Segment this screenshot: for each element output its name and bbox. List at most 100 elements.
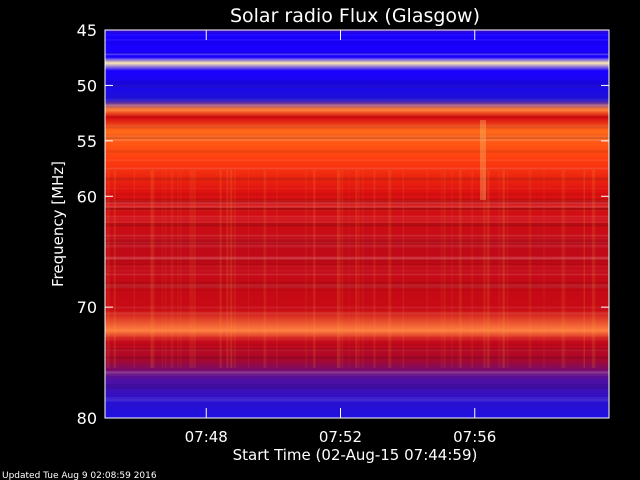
spectrogram-burst bbox=[172, 170, 174, 368]
spectrogram-striation bbox=[105, 124, 609, 128]
spectrogram-striation bbox=[105, 167, 609, 170]
spectrogram-burst bbox=[373, 170, 376, 368]
y-tick-label: 50 bbox=[77, 76, 97, 95]
spectrogram-burst bbox=[561, 170, 564, 368]
spectrogram-striation bbox=[105, 263, 609, 265]
spectrogram-burst bbox=[426, 170, 429, 368]
spectrogram-striation bbox=[105, 244, 609, 246]
spectrogram-striation bbox=[105, 126, 609, 129]
spectrogram-striation bbox=[105, 271, 609, 273]
y-tick-label: 70 bbox=[77, 298, 97, 317]
spectrogram-burst bbox=[339, 170, 341, 368]
spectrogram-burst bbox=[506, 170, 509, 368]
spectrogram-striation bbox=[105, 284, 609, 286]
spectrogram-burst bbox=[451, 170, 454, 368]
spectrogram-burst bbox=[263, 170, 267, 368]
spectrogram-striation bbox=[105, 260, 609, 262]
spectrogram-striation bbox=[105, 135, 609, 139]
spectrogram-burst bbox=[276, 170, 278, 368]
spectrogram-burst bbox=[498, 170, 501, 368]
spectrogram-striation bbox=[105, 284, 609, 288]
spectrogram-burst bbox=[480, 120, 486, 200]
spectrogram-burst bbox=[483, 170, 486, 368]
spectrogram-burst bbox=[151, 170, 154, 368]
spectrogram-striation bbox=[105, 177, 609, 181]
spectrogram-striation bbox=[105, 306, 609, 309]
spectrogram-burst bbox=[304, 170, 308, 368]
spectrogram-burst bbox=[150, 170, 153, 368]
spectrogram-burst bbox=[501, 170, 505, 368]
spectrogram-burst bbox=[233, 170, 237, 368]
spectrogram-burst bbox=[150, 170, 152, 368]
plot-frame bbox=[104, 29, 610, 419]
spectrogram-striation bbox=[105, 237, 609, 240]
spectrogram-burst bbox=[170, 170, 173, 368]
spectrogram-burst bbox=[471, 170, 474, 368]
spectrogram-burst bbox=[443, 170, 446, 368]
spectrogram-striation bbox=[105, 104, 609, 107]
spectrogram-striation bbox=[105, 241, 609, 245]
spectrogram-image bbox=[105, 30, 609, 418]
spectrogram-burst bbox=[583, 170, 586, 368]
spectrogram-burst bbox=[591, 170, 595, 368]
spectrogram-striation bbox=[105, 39, 609, 41]
spectrogram-striation bbox=[105, 215, 609, 218]
spectrogram-burst bbox=[402, 170, 405, 368]
spectrogram-striation bbox=[105, 220, 609, 223]
spectrogram-burst bbox=[106, 170, 110, 368]
spectrogram-striation bbox=[105, 85, 609, 88]
spectrogram-burst bbox=[389, 170, 392, 368]
spectrogram-striation bbox=[105, 98, 609, 102]
spectrogram-striation bbox=[105, 63, 609, 67]
spectrogram-striation bbox=[105, 150, 609, 153]
spectrogram-burst bbox=[362, 170, 364, 368]
x-axis: 07:48 07:52 07:56 bbox=[185, 30, 496, 446]
spectrogram-burst bbox=[179, 170, 182, 368]
spectrogram-striation bbox=[105, 198, 609, 201]
spectrogram-burst bbox=[583, 170, 585, 368]
spectrogram-burst bbox=[487, 170, 490, 368]
spectrogram-striation bbox=[105, 97, 609, 99]
y-tick-label: 80 bbox=[77, 409, 97, 428]
spectrogram-burst bbox=[230, 170, 233, 368]
x-axis-label: Start Time (02-Aug-15 07:44:59) bbox=[233, 446, 478, 464]
spectrogram-striation bbox=[105, 52, 609, 54]
spectrogram-striation bbox=[105, 207, 609, 211]
spectrogram-striation bbox=[105, 41, 609, 43]
spectrogram-striation bbox=[105, 356, 609, 359]
spectrogram-striation bbox=[105, 138, 609, 141]
spectrogram-striation bbox=[105, 43, 609, 45]
spectrogram-striation bbox=[105, 79, 609, 82]
spectrogram-striation bbox=[105, 224, 609, 227]
spectrogram-striation bbox=[105, 204, 609, 208]
x-tick-label: 07:56 bbox=[453, 428, 496, 446]
spectrogram-striation bbox=[105, 343, 609, 346]
spectrogram-burst bbox=[458, 170, 461, 368]
x-tick-label: 07:52 bbox=[319, 428, 362, 446]
spectrogram-burst bbox=[114, 170, 116, 368]
spectrogram-striation bbox=[105, 134, 609, 136]
spectrogram-burst bbox=[336, 170, 339, 368]
spectrogram-burst bbox=[337, 170, 340, 368]
spectrogram-burst bbox=[220, 170, 222, 368]
spectrogram-striation bbox=[105, 100, 609, 103]
spectrogram-striation bbox=[105, 200, 609, 204]
spectrogram-burst bbox=[440, 170, 443, 368]
spectrogram-striation bbox=[105, 58, 609, 61]
spectrogram-striation bbox=[105, 202, 609, 205]
spectrogram-burst bbox=[165, 170, 167, 368]
spectrogram-burst bbox=[230, 170, 232, 368]
spectrogram-striation bbox=[105, 201, 609, 203]
spectrogram-burst bbox=[355, 170, 358, 368]
spectrogram-striation bbox=[105, 241, 609, 244]
spectrogram-striation bbox=[105, 283, 609, 285]
spectrogram-burst bbox=[312, 170, 315, 368]
spectrogram-burst bbox=[348, 170, 350, 368]
spectrogram-striation bbox=[105, 209, 609, 212]
spectrogram-burst bbox=[592, 170, 596, 368]
spectrogram-striation bbox=[105, 383, 609, 386]
spectrogram-striation bbox=[105, 139, 609, 142]
spectrogram-striation bbox=[105, 281, 609, 284]
spectrogram-striation bbox=[105, 373, 609, 376]
